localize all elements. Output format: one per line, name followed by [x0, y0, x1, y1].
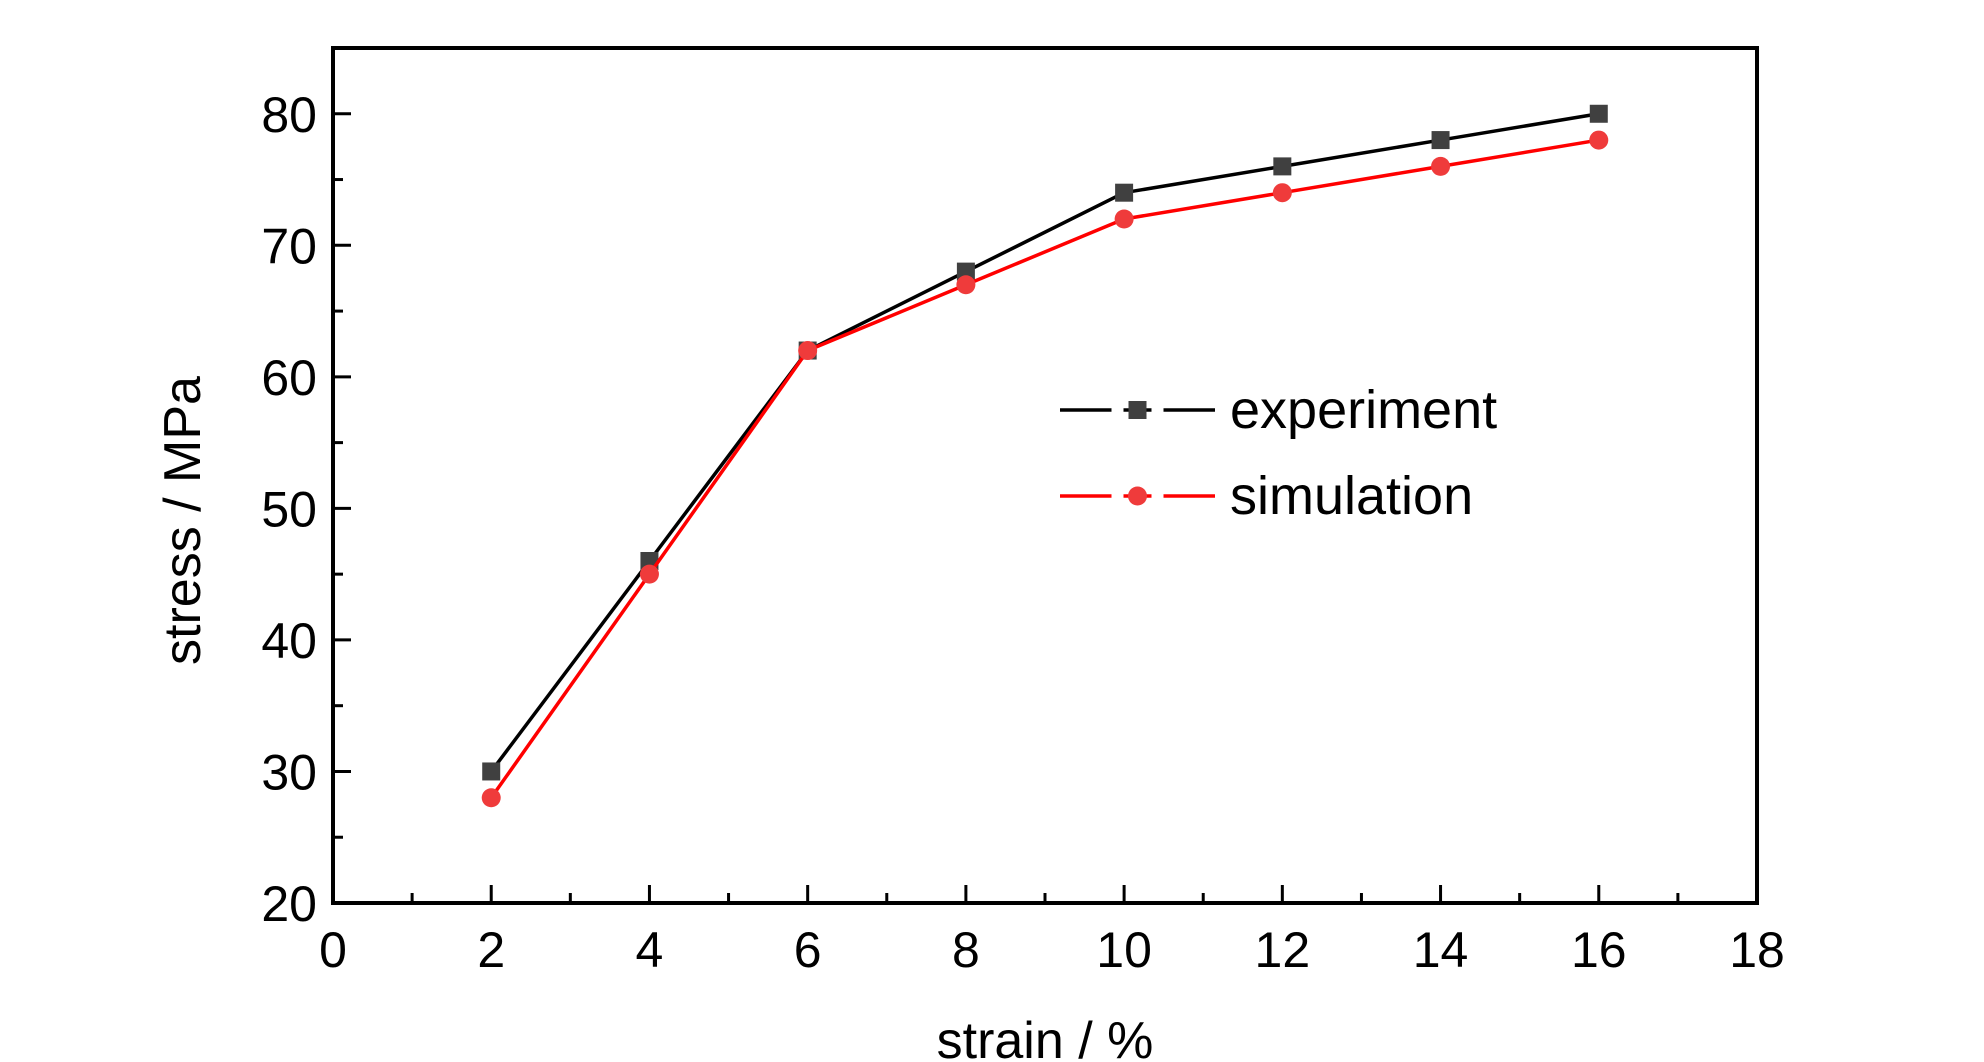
x-tick-label: 4 — [636, 922, 664, 978]
simulation-marker — [1272, 183, 1292, 203]
x-tick-label: 10 — [1096, 922, 1152, 978]
experiment-marker — [1589, 104, 1608, 123]
simulation-marker — [1114, 209, 1134, 229]
experiment-marker — [482, 762, 501, 781]
experiment-marker — [956, 262, 975, 281]
legend-marker-simulation — [1128, 486, 1147, 506]
experiment-line — [489, 112, 1600, 773]
x-tick-label: 18 — [1729, 922, 1785, 978]
simulation-marker — [956, 275, 976, 295]
simulation-marker — [1431, 156, 1451, 176]
simulation-marker — [639, 564, 659, 584]
x-tick-label: 12 — [1255, 922, 1311, 978]
legend: experiment simulation — [1060, 380, 1497, 526]
experiment-marker — [1431, 131, 1450, 150]
x-tick-label: 8 — [952, 922, 980, 978]
y-axis-title: stress / MPa — [154, 376, 212, 665]
plot-frame — [331, 46, 1759, 905]
x-tick-label: 2 — [477, 922, 505, 978]
simulation-line — [489, 138, 1600, 799]
experiment-marker — [1115, 183, 1134, 202]
axis-ticks: 0 2 4 6 8 10 12 14 16 18 20 30 40 50 60 70 80 — [261, 87, 1784, 978]
x-axis-title: strain / % — [937, 1012, 1154, 1062]
legend-label-experiment: experiment — [1230, 380, 1497, 440]
y-tick-label: 80 — [261, 87, 317, 143]
simulation-marker — [481, 788, 501, 808]
x-tick-label: 0 — [319, 922, 347, 978]
y-tick-label: 70 — [261, 218, 317, 274]
y-tick-label: 30 — [261, 744, 317, 800]
x-tick-label: 16 — [1571, 922, 1627, 978]
y-tick-label: 40 — [261, 613, 317, 669]
simulation-marker — [1589, 130, 1609, 150]
simulation-marker — [798, 341, 818, 361]
y-tick-label: 50 — [261, 481, 317, 537]
y-tick-label: 60 — [261, 350, 317, 406]
legend-marker-experiment — [1128, 401, 1147, 419]
x-tick-label: 6 — [794, 922, 822, 978]
legend-label-simulation: simulation — [1230, 466, 1473, 526]
series-layer — [481, 104, 1609, 808]
experiment-marker — [1273, 157, 1292, 176]
y-tick-label: 20 — [261, 876, 317, 932]
x-tick-label: 14 — [1413, 922, 1469, 978]
